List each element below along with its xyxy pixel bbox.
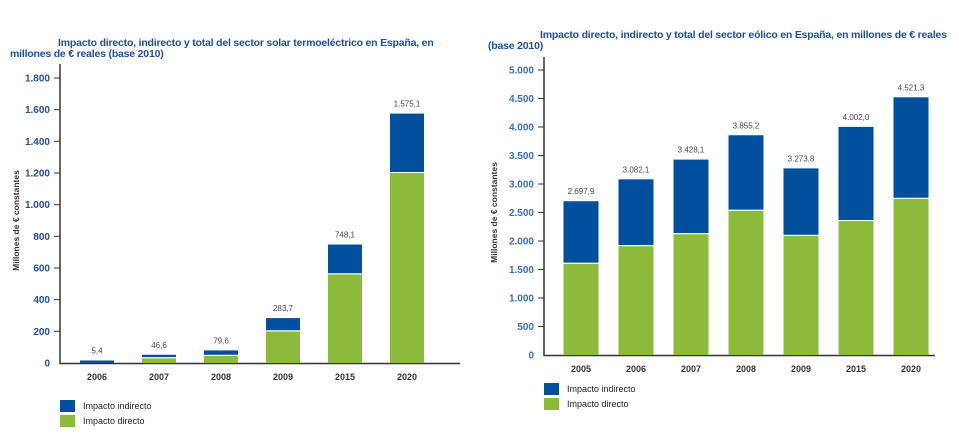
wind-bar-direct-2007	[673, 234, 709, 355]
wind-legend-swatch-indirect	[544, 383, 559, 395]
solar-legend-swatch-direct	[60, 415, 75, 427]
wind-bar-direct-2020	[893, 198, 929, 355]
wind-total-label-2020: 4.521,3	[898, 83, 925, 92]
wind-bar-direct-2015	[838, 221, 874, 355]
wind-x-tick-label: 2015	[846, 364, 866, 374]
solar-legend-swatch-indirect	[60, 400, 75, 412]
solar-x-tick-label: 2007	[149, 372, 169, 382]
solar-total-label-2007: 46,6	[151, 341, 167, 350]
wind-y-tick-label: 4.000	[509, 123, 534, 134]
wind-bar-indirect-2020	[893, 97, 929, 198]
wind-y-tick-label: 0	[528, 351, 534, 362]
solar-y-tick-label: 0	[44, 359, 50, 370]
wind-bar-direct-2005	[563, 263, 599, 355]
wind-bar-direct-2006	[618, 246, 654, 355]
wind-bar-indirect-2005	[563, 201, 599, 263]
wind-y-tick-label: 3.000	[509, 180, 534, 191]
wind-total-label-2005: 2.697,9	[568, 187, 595, 196]
solar-bar-indirect-2007	[142, 354, 176, 358]
solar-y-tick-label: 1.600	[25, 105, 50, 116]
solar-y-tick-label: 1.200	[25, 169, 50, 180]
wind-total-label-2009: 3.273,8	[788, 154, 815, 163]
wind-total-label-2007: 3.428,1	[678, 146, 705, 155]
solar-bar-indirect-2006	[80, 360, 114, 363]
wind-x-tick-label: 2007	[681, 364, 701, 374]
solar-y-tick-label: 1.000	[25, 200, 50, 211]
solar-total-label-2015: 748,1	[335, 231, 356, 240]
wind-y-tick-label: 4.500	[509, 94, 534, 105]
solar-y-tick-label: 200	[33, 327, 50, 338]
solar-bar-direct-2020	[390, 173, 424, 363]
wind-y-tick-label: 3.500	[509, 151, 534, 162]
solar-bar-indirect-2015	[328, 244, 362, 274]
solar-y-tick-label: 800	[33, 232, 50, 243]
wind-bar-direct-2009	[783, 235, 819, 355]
solar-chart-title: Impacto directo, indirecto y total del s…	[10, 37, 434, 60]
wind-legend-label: Impacto indirecto	[567, 384, 636, 394]
solar-y-tick-label: 1.800	[25, 74, 50, 85]
wind-y-tick-label: 500	[517, 322, 534, 333]
wind-y-tick-label: 2.000	[509, 237, 534, 248]
solar-y-tick-label: 400	[33, 295, 50, 306]
wind-total-label-2015: 4.002,0	[843, 113, 870, 122]
wind-y-tick-label: 1.500	[509, 265, 534, 276]
solar-y-axis-title: Millones de € constantes	[11, 170, 21, 271]
solar-total-label-2008: 79,6	[213, 336, 229, 345]
wind-bar-indirect-2007	[673, 159, 709, 234]
wind-y-tick-label: 2.500	[509, 208, 534, 219]
wind-x-tick-label: 2008	[736, 364, 756, 374]
solar-legend-label: Impacto directo	[83, 416, 145, 426]
wind-bar-indirect-2008	[728, 135, 764, 210]
wind-bar-indirect-2015	[838, 126, 874, 221]
wind-y-axis-title: Millones de € constantes	[489, 162, 499, 263]
solar-bar-direct-2008	[204, 355, 238, 363]
solar-y-tick-label: 1.400	[25, 137, 50, 148]
solar-x-tick-label: 2008	[211, 372, 231, 382]
solar-bar-direct-2009	[266, 331, 300, 363]
wind-x-tick-label: 2009	[791, 364, 811, 374]
wind-bar-direct-2008	[728, 210, 764, 355]
solar-x-tick-label: 2006	[87, 372, 107, 382]
wind-total-label-2006: 3.082,1	[623, 165, 650, 174]
solar-bar-indirect-2008	[204, 350, 238, 355]
wind-total-label-2008: 3.855,2	[733, 121, 760, 130]
solar-x-tick-label: 2009	[273, 372, 293, 382]
solar-legend-label: Impacto indirecto	[83, 401, 152, 411]
wind-y-tick-label: 1.000	[509, 294, 534, 305]
solar-x-tick-label: 2015	[335, 372, 355, 382]
solar-bar-direct-2015	[328, 274, 362, 363]
solar-y-tick-label: 600	[33, 264, 50, 275]
wind-x-tick-label: 2006	[626, 364, 646, 374]
solar-bar-indirect-2009	[266, 318, 300, 331]
solar-total-label-2020: 1.575,1	[394, 100, 421, 109]
wind-bar-indirect-2006	[618, 179, 654, 246]
wind-bar-indirect-2009	[783, 168, 819, 235]
wind-x-tick-label: 2005	[571, 364, 591, 374]
wind-y-tick-label: 5.000	[509, 66, 534, 77]
solar-bar-direct-2007	[142, 358, 176, 363]
wind-legend-label: Impacto directo	[567, 399, 629, 409]
solar-total-label-2009: 283,7	[273, 304, 294, 313]
wind-chart-title: Impacto directo, indirecto y total del s…	[488, 29, 947, 52]
wind-x-tick-label: 2020	[901, 364, 921, 374]
wind-legend-swatch-direct	[544, 398, 559, 410]
solar-total-label-2006: 5,4	[91, 347, 103, 356]
solar-bar-indirect-2020	[390, 113, 424, 172]
solar-x-tick-label: 2020	[397, 372, 417, 382]
